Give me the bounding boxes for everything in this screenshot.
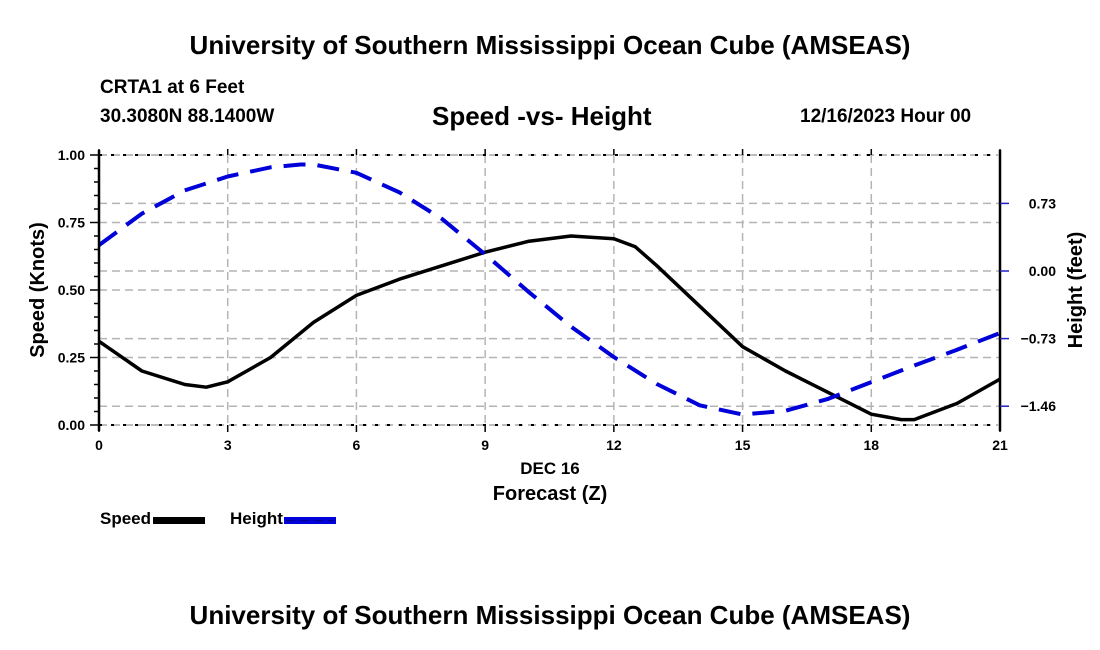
y-axis-label: Speed (Knots) [27, 222, 49, 358]
x-tick-label: 6 [353, 437, 361, 453]
x-axis-date-label: DEC 16 [520, 459, 580, 478]
y-tick-label: 0.50 [58, 282, 85, 298]
y-tick-label: 1.00 [58, 147, 85, 163]
x-tick-label: 9 [481, 437, 489, 453]
axes [90, 149, 1009, 432]
coordinates-label: 30.3080N 88.1400W [100, 106, 275, 127]
x-tick-label: 18 [863, 437, 879, 453]
series-line-speed [98, 234, 1001, 422]
x-tick-label: 12 [606, 437, 622, 453]
y2-tick-label: −0.73 [1021, 331, 1057, 347]
legend-speed: Speed [100, 509, 206, 529]
y2-tick-label: −1.46 [1021, 398, 1057, 414]
y-tick-label: 0.00 [58, 417, 85, 433]
station-label: CRTA1 at 6 Feet [100, 77, 245, 98]
chart-subtitle: Speed -vs- Height [432, 101, 652, 131]
x-tick-label: 3 [224, 437, 232, 453]
x-tick-label: 15 [735, 437, 751, 453]
x-tick-label: 0 [95, 437, 103, 453]
y2-axis-label: Height (feet) [1065, 232, 1087, 349]
y2-tick-label: 0.73 [1029, 195, 1056, 211]
y-tick-label: 0.25 [58, 350, 85, 366]
series-line-height [97, 162, 1001, 417]
series-layer [97, 162, 1001, 422]
legend-height: Height [230, 509, 336, 529]
y-tick-label: 0.75 [58, 215, 85, 231]
legend-speed-swatch [153, 517, 206, 524]
legend-speed-label: Speed [100, 509, 152, 528]
x-tick-label: 21 [992, 437, 1008, 453]
tick-labels: 0 3 6 9 12 15 18 21 0.00 0.25 0.50 0.75 1.00 0.73 0.00… [58, 147, 1056, 453]
x-axis-label: Forecast (Z) [493, 483, 607, 505]
footer-title: University of Southern Mississippi Ocean… [189, 600, 911, 630]
forecast-datetime: 12/16/2023 Hour 00 [800, 106, 972, 127]
main-title: University of Southern Mississippi Ocean… [189, 30, 911, 60]
legend-height-label: Height [230, 509, 283, 528]
y2-tick-label: 0.00 [1029, 263, 1056, 279]
grid [99, 154, 1000, 426]
legend-height-swatch [283, 517, 336, 524]
